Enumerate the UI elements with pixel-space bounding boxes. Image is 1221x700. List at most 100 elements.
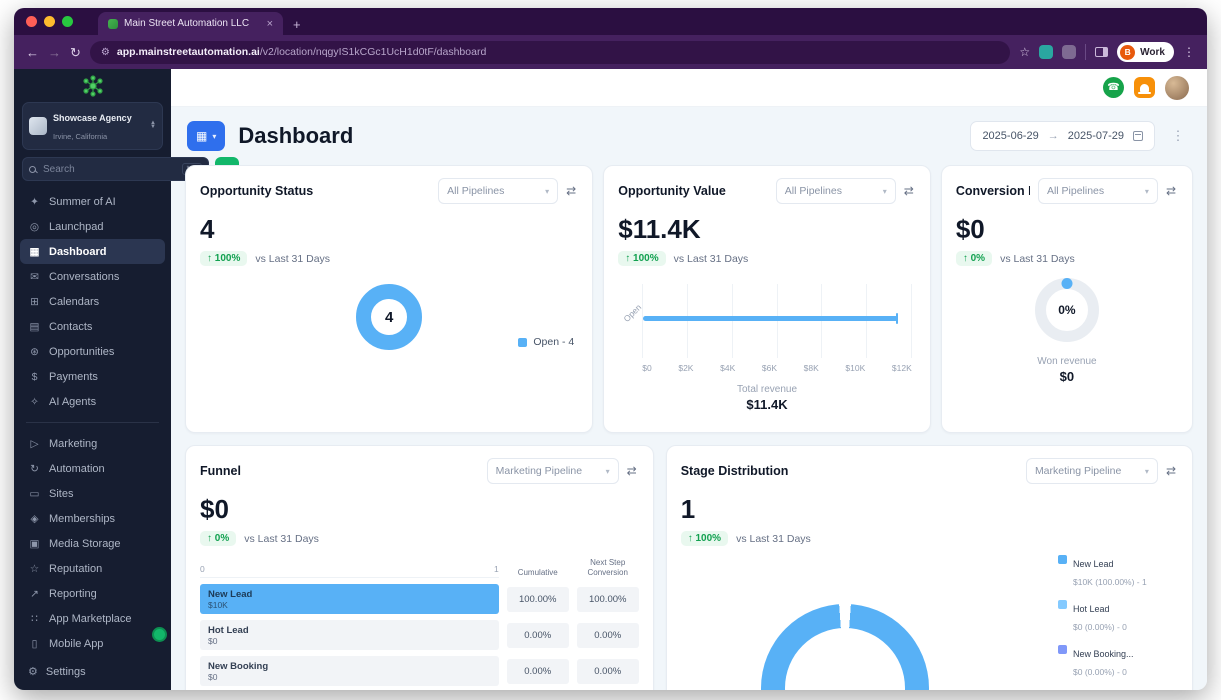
sidebar-item-automation[interactable]: ↻ Automation xyxy=(20,456,165,481)
nav-label: App Marketplace xyxy=(49,612,132,625)
url-text: app.mainstreetautomation.ai/v2/location/… xyxy=(117,46,486,58)
browser-menu-icon[interactable]: ⋮ xyxy=(1183,45,1195,59)
cumulative-value: 0.00% xyxy=(506,622,569,648)
sites-icon: ▭ xyxy=(29,487,40,500)
change-caption: vs Last 31 Days xyxy=(736,532,811,545)
legend-item[interactable]: Hot Lead $0 (0.00%) - 0 xyxy=(1058,599,1176,635)
y-axis-label: Open xyxy=(621,302,644,324)
window-zoom-button[interactable] xyxy=(62,16,73,27)
forward-icon[interactable]: → xyxy=(48,44,61,60)
calendar-icon xyxy=(1133,131,1143,141)
pipeline-select[interactable]: Marketing Pipeline ▾ xyxy=(486,458,619,484)
won-revenue-value: $0 xyxy=(1059,369,1075,384)
funnel-bar-new-booking: New Booking $0 xyxy=(200,656,499,686)
extension-icon-1[interactable] xyxy=(1039,45,1054,59)
conversations-icon: ✉ xyxy=(30,270,39,283)
chevron-down-icon: ▾ xyxy=(605,466,610,476)
x-axis-labels: $0 $2K $4K $6K $8K $10K $12K xyxy=(642,363,912,373)
back-icon[interactable]: ← xyxy=(26,44,39,60)
date-range-picker[interactable]: 2025-06-29 → 2025-07-29 xyxy=(970,121,1155,151)
change-caption: vs Last 31 Days xyxy=(255,252,331,265)
phone-button[interactable]: ☎ xyxy=(1103,77,1124,98)
sidebar-item-contacts[interactable]: ▤ Contacts xyxy=(20,314,165,339)
nav-label: Opportunities xyxy=(49,345,115,358)
legend-swatch xyxy=(518,337,528,347)
address-bar[interactable]: ⚙ app.mainstreetautomation.ai/v2/locatio… xyxy=(89,40,1011,64)
card-filter-button[interactable]: ⇄ xyxy=(1165,464,1176,478)
help-widget-badge[interactable] xyxy=(152,627,167,642)
profile-label: Work xyxy=(1140,46,1165,58)
pipeline-select-value: All Pipelines xyxy=(447,185,505,197)
funnel-bar-new-lead: New Lead $10K xyxy=(200,584,499,614)
metric-value: $0 xyxy=(955,214,985,244)
browser-profile-chip[interactable]: B Work xyxy=(1117,42,1174,62)
tab-title: Main Street Automation LLC xyxy=(124,18,250,29)
agency-switcher[interactable]: Showcase Agency Irvine, California ▲ ▼ xyxy=(22,102,163,151)
tab-close-icon[interactable]: × xyxy=(266,17,273,30)
sidebar-item-dashboard[interactable]: ▦ Dashboard xyxy=(20,239,165,265)
stage-value: $0 xyxy=(208,635,218,646)
reload-icon[interactable]: ↻ xyxy=(70,44,81,60)
card-filter-button[interactable]: ⇄ xyxy=(1165,184,1176,198)
card-filter-button[interactable]: ⇄ xyxy=(626,464,637,478)
total-revenue-label: Total revenue xyxy=(737,384,798,395)
change-caption: vs Last 31 Days xyxy=(1000,252,1075,265)
sidebar-item-mobile-app[interactable]: ▯ Mobile App xyxy=(20,631,165,656)
site-settings-icon[interactable]: ⚙ xyxy=(100,46,110,58)
side-panel-icon[interactable] xyxy=(1095,47,1109,57)
legend-item[interactable]: Open - 4 xyxy=(518,336,574,348)
chevron-down-icon: ▾ xyxy=(1144,186,1149,196)
sidebar-item-opportunities[interactable]: ⊛ Opportunities xyxy=(20,339,165,364)
notifications-button[interactable] xyxy=(1134,77,1155,98)
sidebar-item-memberships[interactable]: ◈ Memberships xyxy=(20,506,165,531)
sidebar-item-media-storage[interactable]: ▣ Media Storage xyxy=(20,531,165,556)
sidebar-item-launchpad[interactable]: ◎ Launchpad xyxy=(20,214,165,239)
window-minimize-button[interactable] xyxy=(44,16,55,27)
header-menu-button[interactable]: ⋮ xyxy=(1171,128,1185,143)
pipeline-select[interactable]: Marketing Pipeline ▾ xyxy=(1025,458,1158,484)
new-tab-button[interactable]: + xyxy=(293,17,301,32)
legend-item[interactable]: Visit Atten... xyxy=(1058,689,1176,690)
sidebar-item-conversations[interactable]: ✉ Conversations xyxy=(20,264,165,289)
sidebar-item-ai-agents[interactable]: ✧ AI Agents xyxy=(20,389,165,414)
sidebar-item-settings[interactable]: ⚙ Settings xyxy=(14,656,171,690)
metric-value: $11.4K xyxy=(618,214,701,244)
dashboard-switcher-button[interactable]: ▦ ▾ xyxy=(187,121,226,151)
legend-item[interactable]: New Lead $10K (100.00%) - 1 xyxy=(1058,554,1176,590)
pipeline-select[interactable]: All Pipelines ▾ xyxy=(1037,178,1158,204)
extension-icon-2[interactable] xyxy=(1062,45,1077,59)
nav-label: Memberships xyxy=(49,512,116,525)
bookmark-star-icon[interactable]: ☆ xyxy=(1019,45,1031,59)
date-end: 2025-07-29 xyxy=(1067,130,1124,142)
agency-location: Irvine, California xyxy=(53,132,108,142)
sidebar-item-app-marketplace[interactable]: ∷ App Marketplace xyxy=(20,606,165,631)
search-input[interactable] xyxy=(41,162,177,176)
card-filter-button[interactable]: ⇄ xyxy=(566,184,577,198)
sidebar-item-summer-of-ai[interactable]: ✦ Summer of AI xyxy=(20,189,165,214)
sidebar-nav-secondary: ▷ Marketing ↻ Automation ▭ Sites ◈ Membershi… xyxy=(14,431,171,656)
sidebar-item-calendars[interactable]: ⊞ Calendars xyxy=(20,289,165,314)
search-box[interactable]: ⌘K xyxy=(22,157,209,182)
legend-value: $0 (0.00%) - 0 xyxy=(1073,622,1127,632)
sidebar-divider xyxy=(26,422,159,423)
stage-distribution-donut xyxy=(760,604,929,690)
pipeline-select[interactable]: All Pipelines ▾ xyxy=(438,178,559,204)
pipeline-select[interactable]: All Pipelines ▾ xyxy=(775,178,896,204)
sidebar-item-reporting[interactable]: ↗ Reporting xyxy=(20,581,165,606)
stage-name: New Booking xyxy=(208,660,269,672)
sidebar-item-payments[interactable]: $ Payments xyxy=(20,364,165,389)
dashboard-icon: ▦ xyxy=(29,245,40,258)
window-close-button[interactable] xyxy=(26,16,37,27)
legend-item[interactable]: New Booking... $0 (0.00%) - 0 xyxy=(1058,644,1176,680)
stage-distribution-legend: New Lead $10K (100.00%) - 1 Hot Lead $0 (0… xyxy=(1058,554,1176,690)
user-avatar[interactable] xyxy=(1165,75,1189,100)
agency-logo xyxy=(14,69,171,102)
reporting-icon: ↗ xyxy=(30,587,39,600)
browser-tab[interactable]: Main Street Automation LLC × xyxy=(98,12,283,35)
sidebar-item-sites[interactable]: ▭ Sites xyxy=(20,481,165,506)
nav-label: Marketing xyxy=(49,437,98,450)
donut-chart-area: 4 Open - 4 xyxy=(200,284,578,414)
card-filter-button[interactable]: ⇄ xyxy=(903,184,914,198)
sidebar-item-marketing[interactable]: ▷ Marketing xyxy=(20,431,165,456)
sidebar-item-reputation[interactable]: ☆ Reputation xyxy=(20,556,165,581)
